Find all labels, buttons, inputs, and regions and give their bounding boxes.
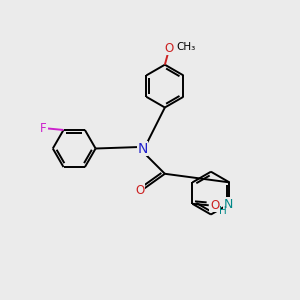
- Text: O: O: [135, 184, 144, 196]
- Text: N: N: [223, 198, 233, 211]
- Text: N: N: [137, 142, 148, 155]
- Text: F: F: [39, 122, 46, 135]
- Text: CH₃: CH₃: [177, 42, 196, 52]
- Text: O: O: [210, 199, 219, 212]
- Text: O: O: [165, 42, 174, 55]
- Text: H: H: [219, 206, 226, 216]
